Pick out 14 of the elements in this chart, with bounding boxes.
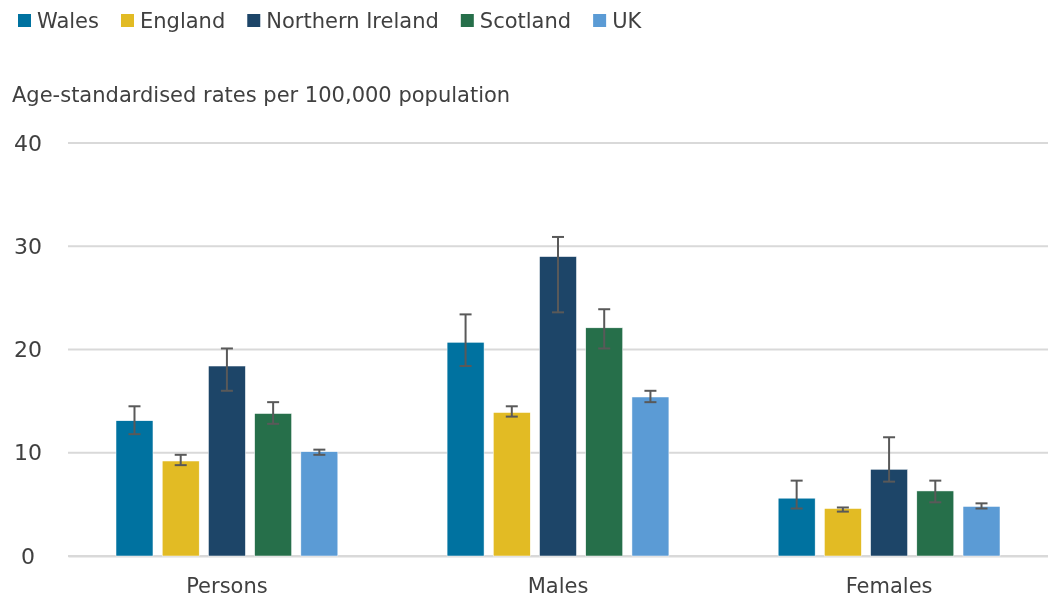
x-tick-label: Persons xyxy=(186,573,268,598)
y-tick-label: 40 xyxy=(14,130,42,156)
y-tick-label: 10 xyxy=(14,440,42,466)
y-tick-label: 20 xyxy=(14,337,42,363)
x-tick-label: Males xyxy=(527,573,589,598)
legend-label: UK xyxy=(612,9,643,33)
x-tick-label: Females xyxy=(845,573,933,598)
y-axis-title: Age-standardised rates per 100,000 population xyxy=(12,83,511,107)
legend-label: Scotland xyxy=(479,9,572,33)
legend-label: Wales xyxy=(37,9,99,33)
legend-label: England xyxy=(140,9,226,33)
legend-label: Northern Ireland xyxy=(266,9,439,33)
y-tick-label: 0 xyxy=(21,543,35,569)
y-tick-label: 30 xyxy=(14,233,42,259)
